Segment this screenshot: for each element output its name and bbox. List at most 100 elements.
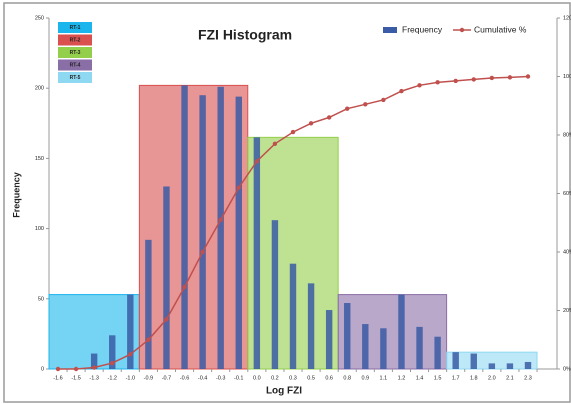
x-tick-label: -0.1 [234,375,243,381]
y2-tick-label: 0% [563,366,571,372]
bar [127,294,134,369]
y-tick-label: 0 [41,366,44,372]
line-marker [308,121,314,126]
x-tick-label: -1.5 [71,375,80,381]
y2-tick-label: 80% [563,132,571,138]
bar [217,86,224,370]
line-marker [471,77,476,82]
x-tick-label: 1.7 [452,375,460,381]
rock-type-legend-box [58,59,92,71]
line-marker [164,317,169,322]
bar [434,336,441,369]
y2-tick-label: 60% [563,191,571,197]
line-marker [489,75,495,81]
rock-type-legend-box [58,22,92,33]
x-tick-label: 1.1 [380,375,388,381]
legend-label: Frequency [402,24,443,34]
rock-type-legend-box [58,72,92,83]
legend-marker [459,27,465,33]
legend-swatch [383,27,397,33]
bar [181,85,188,369]
line-marker [182,284,187,290]
bar [524,361,532,369]
bar [90,353,98,369]
y-tick-label: 250 [35,15,44,21]
bar [344,303,351,369]
line-marker [55,366,61,372]
line-marker [453,78,458,84]
line-marker [399,88,404,94]
x-tick-label: 2.1 [506,375,514,381]
bar [271,220,279,369]
line-marker [290,129,296,135]
y2-tick-label: 100% [563,74,571,80]
x-tick-label: 0.6 [325,375,333,381]
x-tick-label: -0.6 [180,375,189,381]
x-tick-label: -0.9 [144,375,153,381]
line-marker [272,141,278,146]
x-tick-label: 1.5 [434,375,442,381]
bar [362,324,369,369]
x-tick-label: -1.6 [53,375,62,381]
bar [398,294,405,369]
x-tick-label: 1.4 [416,375,424,381]
line-marker [110,360,115,366]
line-marker [326,115,332,120]
x-tick-label: 1.2 [398,375,406,381]
x-tick-label: -0.4 [198,375,207,381]
rock-type-region [138,84,249,370]
bar [109,335,116,369]
rock-type-legend-box [58,47,92,58]
rock-type-legend-label: RT-3 [70,50,81,56]
x-axis-label: Log FZI [266,386,302,397]
rock-type-region [337,294,448,370]
x-tick-label: 2.0 [488,375,496,381]
rock-type-legend-box [58,34,92,46]
x-tick-label: -0.3 [216,375,225,381]
rock-type-legend-label: RT-2 [70,37,81,43]
y2-tick-label: 20% [563,308,571,314]
bar [307,283,315,369]
x-tick-label: -1.2 [107,375,116,381]
line-marker [363,102,368,107]
bar [488,363,496,369]
rock-type-legend-label: RT-1 [70,25,81,31]
line-marker [236,185,241,190]
y2-tick-label: 40% [563,249,571,255]
y-tick-label: 200 [35,86,44,92]
y2-tick-label: 120% [563,15,571,21]
rock-type-legend-label: RT-4 [70,62,81,68]
x-tick-label: 1.8 [470,375,478,381]
bar [199,95,206,369]
x-tick-label: -1.0 [126,375,135,381]
x-tick-label: -0.7 [162,375,171,381]
line-marker [146,337,151,342]
bar [380,328,387,369]
y-tick-label: 100 [35,226,44,232]
bar [163,186,170,369]
line-marker [200,249,205,255]
line-marker [507,75,513,80]
legend-label: Cumulative % [474,24,527,34]
line-marker [218,217,223,223]
bar [235,96,242,370]
y-tick-label: 150 [35,156,44,162]
line-marker [417,83,422,88]
line-marker [128,352,133,357]
x-tick-label: 0.2 [271,375,279,381]
x-tick-label: 0.5 [307,375,315,381]
bar [289,263,297,369]
bar [506,363,514,369]
y-axis-label: Frequency [11,172,21,218]
x-tick-label: 0.3 [289,375,297,381]
x-tick-label: 0.8 [343,375,351,381]
line-marker [525,74,531,79]
x-tick-label: 2.3 [524,375,532,381]
x-tick-label: 0.9 [361,375,369,381]
line-marker [345,106,350,111]
bar [325,310,333,369]
bar [145,239,152,369]
bar [253,137,261,369]
